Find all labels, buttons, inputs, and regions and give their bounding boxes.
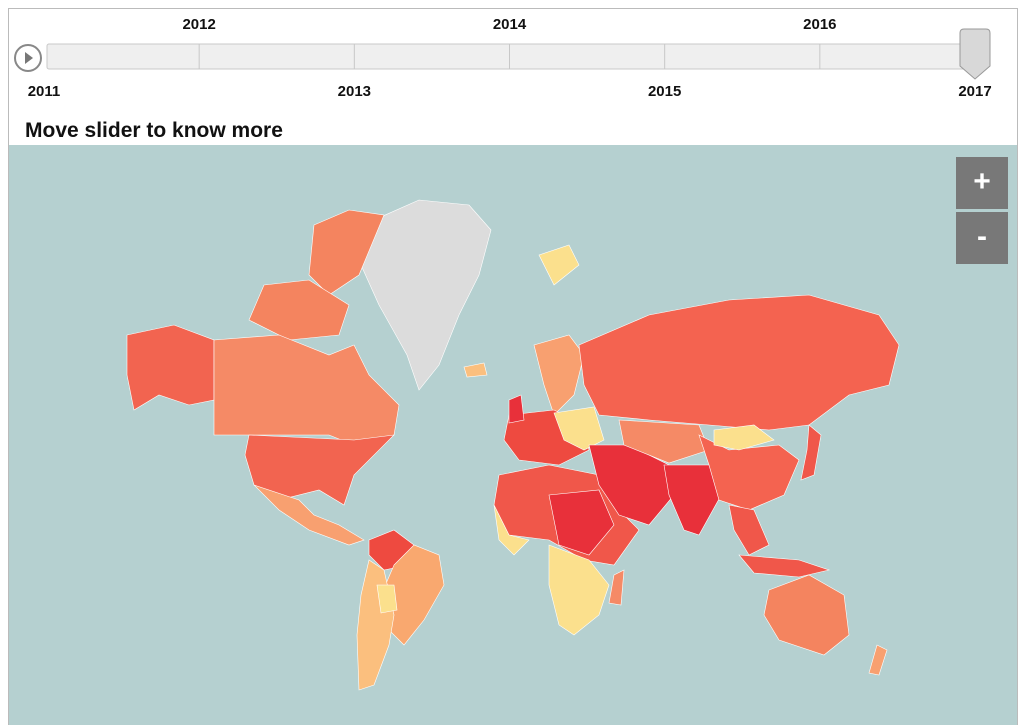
year-label[interactable]: 2014 xyxy=(493,16,527,33)
alaska xyxy=(126,324,215,411)
canada xyxy=(213,334,400,446)
australia xyxy=(763,574,850,656)
southern-africa xyxy=(548,544,610,636)
zoom-in-button[interactable]: + xyxy=(956,157,1008,209)
bolivia xyxy=(376,584,398,614)
heading: Move slider to know more xyxy=(25,119,283,142)
russia xyxy=(578,294,900,431)
play-icon xyxy=(25,52,33,64)
year-label[interactable]: 2013 xyxy=(338,83,371,100)
central-asia xyxy=(618,419,710,464)
indonesia xyxy=(738,554,831,578)
svalbard xyxy=(538,244,580,286)
mongolia xyxy=(713,424,775,451)
map-shapes xyxy=(126,199,900,691)
slider-track xyxy=(46,43,980,70)
scandinavia xyxy=(533,334,585,416)
southeast-asia xyxy=(728,504,770,556)
iceland xyxy=(463,362,488,378)
zoom-out-button[interactable]: - xyxy=(956,212,1008,264)
widget: 2011 2012 2013 2014 2015 2016 2017 Move slider… xyxy=(8,8,1018,725)
uk xyxy=(508,394,525,424)
slider-handle[interactable] xyxy=(959,28,991,80)
world-map[interactable]: + - xyxy=(9,145,1017,725)
central-africa xyxy=(548,489,615,556)
arctic-islands xyxy=(248,279,350,341)
japan xyxy=(800,424,822,481)
madagascar xyxy=(608,569,625,606)
year-label[interactable]: 2015 xyxy=(648,83,681,100)
mexico xyxy=(253,484,365,546)
year-slider[interactable]: 2011 2012 2013 2014 2015 2016 2017 xyxy=(9,9,1017,109)
new-zealand xyxy=(868,644,888,676)
arctic-islands xyxy=(308,209,385,296)
year-label[interactable]: 2016 xyxy=(803,16,836,33)
greenland xyxy=(360,199,492,391)
usa xyxy=(244,434,395,506)
year-label[interactable]: 2012 xyxy=(182,16,215,33)
year-label[interactable]: 2017 xyxy=(958,83,991,100)
west-africa xyxy=(493,504,530,556)
year-label[interactable]: 2011 xyxy=(28,83,61,100)
